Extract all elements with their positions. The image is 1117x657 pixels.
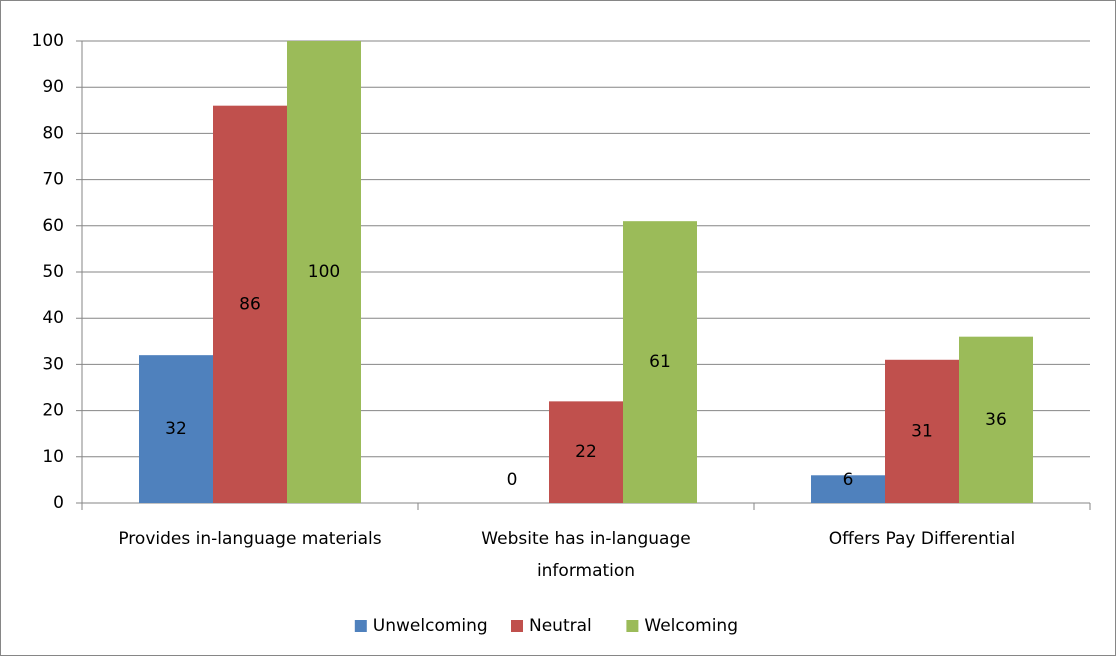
bar: [139, 355, 213, 503]
x-tick-label: Website has in-language information: [481, 529, 690, 581]
y-tick-label: 100: [32, 31, 64, 51]
bar: [213, 105, 287, 504]
y-tick-label: 80: [42, 123, 64, 143]
data-label: 0: [507, 470, 518, 490]
y-tick-label: 50: [42, 262, 64, 282]
data-label: 6: [843, 470, 854, 490]
legend-label: Unwelcoming: [373, 616, 488, 636]
bar: [811, 475, 885, 503]
data-label: 100: [308, 262, 340, 282]
bar: [623, 221, 697, 503]
y-tick-label: 30: [42, 354, 64, 374]
y-tick-label: 90: [42, 77, 64, 97]
bar: [549, 401, 623, 503]
bar: [959, 336, 1033, 503]
y-tick-label: 10: [42, 447, 64, 467]
legend-swatch: [626, 620, 639, 632]
x-tick-label: Offers Pay Differential: [829, 529, 1016, 549]
x-tick-label: Provides in-language materials: [118, 529, 381, 549]
y-tick-label: 20: [42, 401, 64, 421]
y-tick-label: 0: [53, 493, 64, 513]
data-label: 32: [165, 419, 187, 439]
data-label: 61: [649, 352, 671, 372]
legend-swatch: [354, 620, 367, 632]
legend-swatch: [511, 620, 523, 632]
y-tick-label: 70: [42, 170, 64, 190]
legend-label: Neutral: [529, 616, 592, 636]
y-tick-label: 40: [42, 308, 64, 328]
data-label: 31: [911, 421, 933, 441]
data-label: 22: [575, 442, 597, 462]
bar: [885, 359, 959, 503]
y-tick-label: 60: [42, 216, 64, 236]
legend-label: Welcoming: [644, 616, 738, 636]
data-label: 36: [985, 410, 1007, 430]
data-label: 86: [239, 294, 261, 314]
bar: [287, 41, 361, 503]
